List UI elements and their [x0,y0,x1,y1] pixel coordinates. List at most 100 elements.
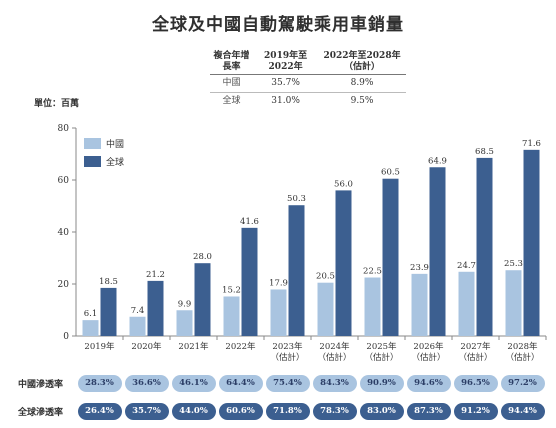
unit-label: 單位：百萬 [34,99,80,109]
x-tick-label: （估計） [270,352,304,363]
cagr-row-label: 中國 [210,74,254,93]
global-penetration-pill: 44.0% [171,403,216,420]
x-tick-label: 2019年 [84,341,115,352]
legend-label: 中國 [106,138,124,150]
china-penetration-pill: 28.3% [77,375,122,392]
x-tick-label: 2022年 [225,341,256,352]
bar-global [147,280,164,336]
x-tick-label: 2023年 [272,341,303,352]
bar-china [364,277,381,336]
y-tick-label: 60 [58,176,70,186]
legend-swatch [84,156,101,167]
china-penetration-pill: 84.3% [312,375,357,392]
bar-china [317,282,334,336]
global-penetration-pill: 35.7% [124,403,169,420]
global-penetration-label: 全球滲透率 [18,408,64,418]
y-tick-label: 20 [58,280,70,290]
global-penetration-pill: 83.0% [359,403,404,420]
x-tick-label: （估計） [505,352,539,363]
data-label: 50.3 [287,194,306,204]
data-label: 9.9 [178,299,192,309]
china-penetration-pill: 36.6% [124,375,169,392]
bar-china [223,296,240,336]
bar-china [82,320,99,336]
data-label: 71.6 [522,139,541,149]
data-label: 60.5 [381,168,400,178]
x-tick-label: （估計） [317,352,351,363]
data-label: 22.5 [363,267,382,277]
data-label: 41.6 [240,217,259,227]
data-label: 15.2 [222,285,241,295]
china-penetration-pill: 96.5% [453,375,498,392]
x-tick-label: （估計） [411,352,445,363]
data-label: 6.1 [84,309,98,319]
x-tick-label: 2027年 [460,341,491,352]
y-tick-label: 0 [63,332,69,342]
bar-china [129,316,146,336]
bar-global [523,149,540,336]
data-label: 7.4 [131,306,145,316]
data-label: 20.5 [316,272,335,282]
data-label: 68.5 [475,147,494,157]
chart-title: 全球及中國自動駕駛乘用車銷量 [152,15,404,35]
cagr-header-label: 複合年增長率 [210,50,254,75]
bar-global [100,287,117,336]
china-penetration-pill: 90.9% [359,375,404,392]
data-label: 64.9 [428,156,447,166]
bar-global [288,205,305,336]
y-tick-label: 40 [58,228,70,238]
global-penetration-pill: 94.4% [500,403,545,420]
x-tick-label: 2026年 [413,341,444,352]
bar-china [176,310,193,336]
bar-global [335,190,352,336]
data-label: 24.7 [457,261,476,271]
x-tick-label: 2024年 [319,341,350,352]
data-label: 17.9 [269,278,288,288]
cagr-table: 複合年增長率 2019年至2022年 2022年至2028年（估計） 中國 35… [210,50,406,110]
x-tick-label: （估計） [458,352,492,363]
global-penetration-pill: 26.4% [77,403,122,420]
cagr-value: 8.9% [318,74,406,93]
cagr-row-china: 中國 35.7% 8.9% [210,74,406,93]
legend-label: 全球 [106,156,124,168]
x-tick-label: 2028年 [507,341,538,352]
cagr-value: 31.0% [271,96,300,106]
bar-china [505,270,522,336]
data-label: 25.3 [504,259,523,269]
cagr-header-period-1: 2019年至2022年 [253,50,319,75]
global-penetration-pill: 78.3% [312,403,357,420]
global-penetration-pill: 91.2% [453,403,498,420]
bar-china [458,271,475,336]
bar-global [194,263,211,336]
bar-china [270,289,287,336]
china-penetration-pill: 46.1% [171,375,216,392]
data-label: 28.0 [193,252,212,262]
cagr-header-period-2: 2022年至2028年（估計） [318,50,406,75]
cagr-row-label: 全球 [222,96,241,106]
china-penetration-pill: 94.6% [406,375,451,392]
data-label: 23.9 [410,263,429,273]
china-penetration-label: 中國滲透率 [18,380,64,390]
y-tick-label: 80 [58,124,70,134]
bar-global [429,167,446,336]
china-penetration-pill: 97.2% [500,375,545,392]
data-label: 21.2 [146,270,165,280]
x-tick-label: 2021年 [178,341,209,352]
data-label: 56.0 [334,179,353,189]
china-penetration-pill: 64.4% [218,375,263,392]
global-penetration-pill: 60.6% [218,403,263,420]
x-tick-label: 2025年 [366,341,397,352]
x-tick-label: 2020年 [131,341,162,352]
bar-global [382,178,399,336]
data-label: 18.5 [99,277,118,287]
cagr-row-global: 全球 31.0% 9.5% [210,93,406,111]
global-penetration-pill: 87.3% [406,403,451,420]
cagr-value: 9.5% [350,96,374,106]
bar-global [476,157,493,336]
cagr-value: 35.7% [253,74,319,93]
legend-swatch [84,138,101,149]
bar-global [241,227,258,336]
china-penetration-pill: 75.4% [265,375,310,392]
bar-china [411,273,428,336]
